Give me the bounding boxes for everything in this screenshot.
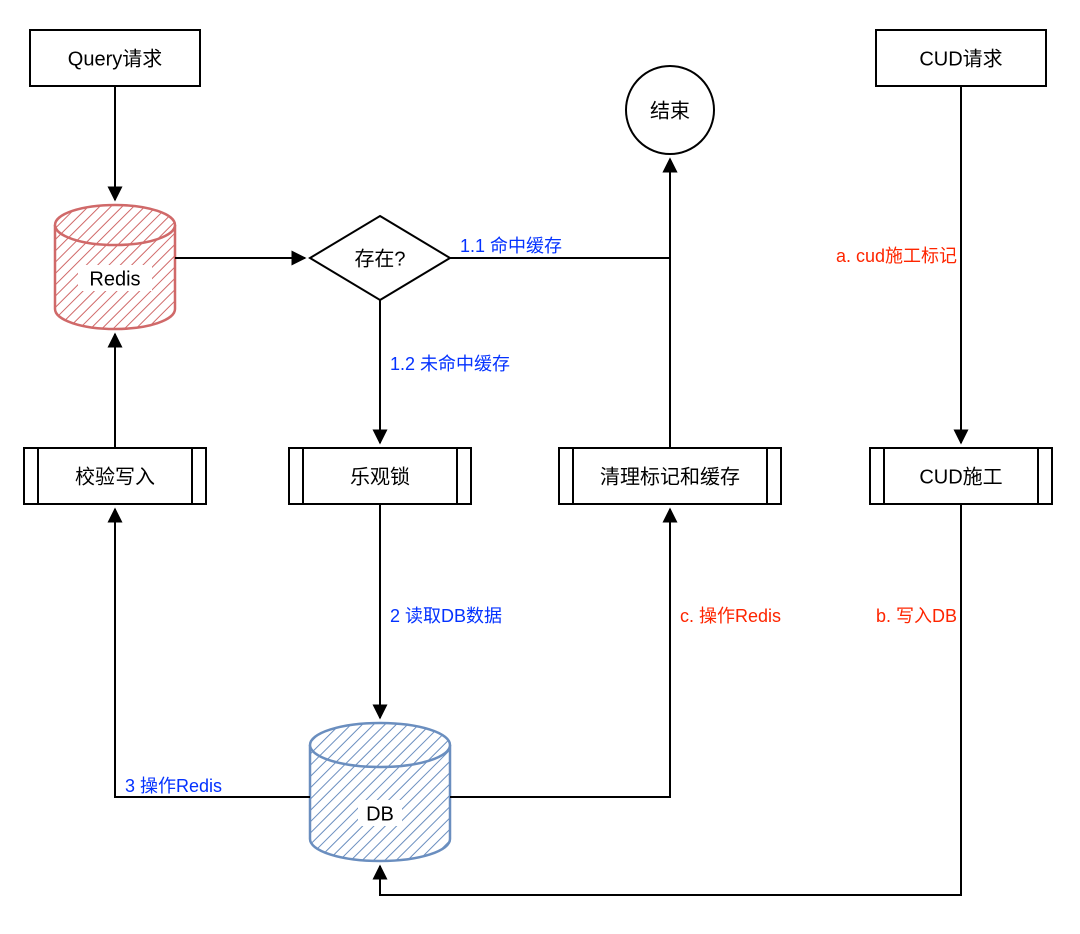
edge-exist-to-end: 1.1 命中缓存 [450,159,670,258]
node-query: Query请求 [30,30,200,86]
node-clear-cache-label: 清理标记和缓存 [600,465,740,488]
edge-label-read-db: 2 读取DB数据 [390,606,502,626]
node-end-label: 结束 [650,99,690,122]
node-cud-request-label: CUD请求 [919,47,1002,70]
edge-label-op-redis: 3 操作Redis [125,776,222,796]
node-cud-work-label: CUD施工 [919,465,1002,488]
node-optimistic-lock: 乐观锁 [289,448,471,504]
edge-label-hit-cache: 1.1 命中缓存 [460,236,562,256]
node-redis: Redis [55,205,175,329]
node-end: 结束 [626,66,714,154]
node-redis-label: Redis [89,268,140,290]
node-check-write: 校验写入 [24,448,206,504]
edge-label-miss-cache: 1.2 未命中缓存 [390,354,510,374]
node-query-label: Query请求 [68,47,162,70]
edge-db-to-check: 3 操作Redis [115,509,310,797]
node-db-label: DB [366,803,394,825]
edge-label-cud-mark: a. cud施工标记 [836,246,957,266]
node-cud-request: CUD请求 [876,30,1046,86]
edge-db-to-clear: c. 操作Redis [450,509,781,797]
node-cud-work: CUD施工 [870,448,1052,504]
edge-label-write-db: b. 写入DB [876,606,957,626]
edge-optimistic-to-db: 2 读取DB数据 [380,504,502,718]
flowchart-canvas: Query请求 CUD请求 结束 Redis 存在? 校验写入 乐观锁 [0,0,1080,934]
node-db: DB [310,723,450,861]
edge-label-op-redis-c: c. 操作Redis [680,606,781,626]
edge-cudreq-to-cudwork: a. cud施工标记 [836,86,961,443]
node-exist-label: 存在? [354,247,405,270]
node-exist-decision: 存在? [310,216,450,300]
node-check-write-label: 校验写入 [75,465,155,488]
node-optimistic-label: 乐观锁 [350,465,410,488]
node-clear-cache: 清理标记和缓存 [559,448,781,504]
edge-exist-to-optimistic: 1.2 未命中缓存 [380,300,510,443]
